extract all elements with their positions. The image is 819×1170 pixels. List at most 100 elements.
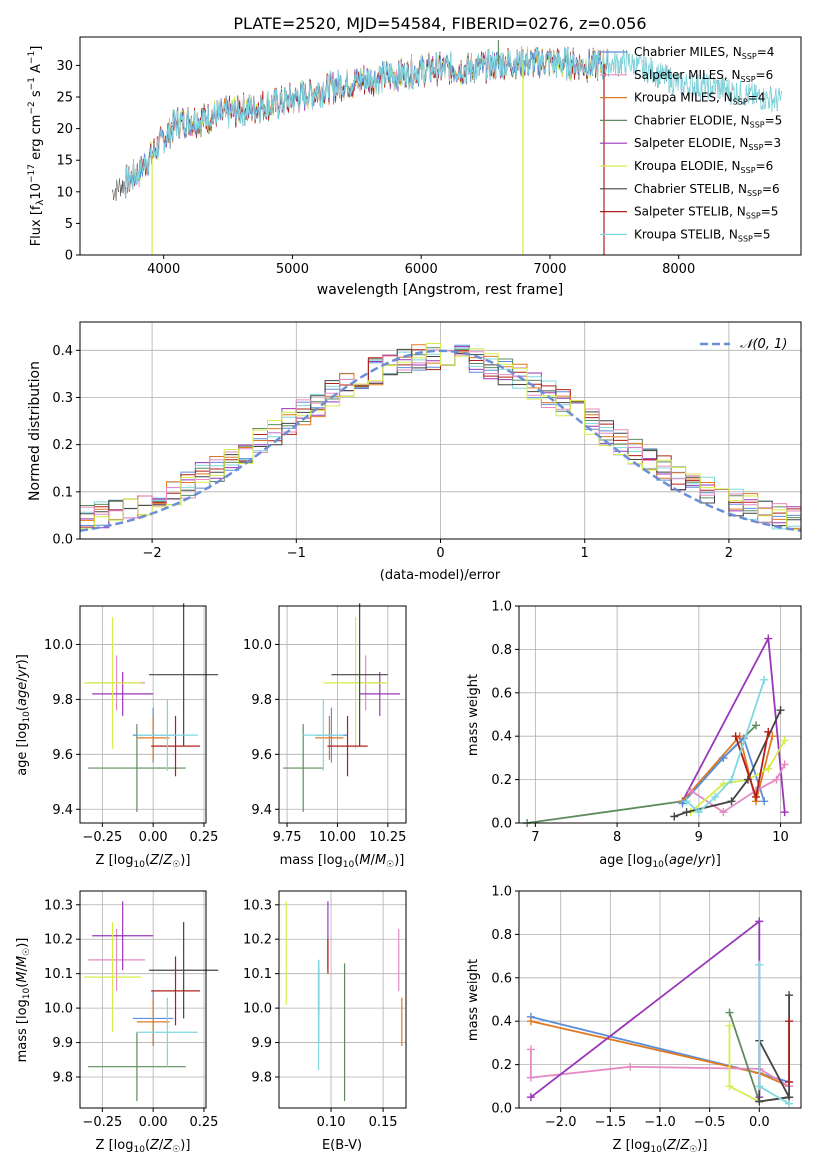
mass-vs-z-frame [79, 890, 207, 1109]
y-tick-label: 9.8 [52, 693, 73, 708]
legend-count: =5 [753, 227, 771, 241]
y-tick-label: 0.4 [52, 344, 73, 359]
chabrier_elodie-weight-line [527, 724, 757, 824]
salpeter_miles-weight-marker [526, 1073, 535, 1082]
legend-subscript: SSP [748, 143, 763, 152]
x-tick-label: −0.5 [694, 1115, 726, 1130]
y-tick-label: 10.1 [243, 967, 272, 982]
kroupa_stelib-weight-marker [694, 808, 703, 817]
salpeter_elodie-weight-marker [780, 808, 789, 817]
chabrier_miles-legend-label: Chabrier MILES, NSSP=4 [634, 45, 774, 61]
x-tick-label: 4000 [147, 262, 180, 277]
salpeter_stelib-weight-marker [764, 727, 773, 736]
y-tick-label: 10.0 [44, 638, 73, 653]
legend-count: =6 [756, 159, 774, 173]
kroupa_stelib-weight-marker [727, 775, 736, 784]
residuals-axes: −2 −1 0 1 2 0.0 0.1 0.2 0.3 0.4 [52, 344, 733, 561]
y-tick-label: 0.6 [491, 971, 512, 986]
salpeter_miles-weight-marker [626, 1062, 635, 1071]
age-vs-mass-xlabel: mass [log10(M/M☉)] [280, 853, 405, 870]
chabrier_stelib-weight-marker [776, 706, 785, 715]
y-tick-label: 0.2 [491, 1058, 512, 1073]
mass-vs-z-marks [84, 901, 219, 1102]
x-tick-label: 0.25 [189, 830, 218, 845]
age-vs-mass-frame [278, 605, 407, 824]
kroupa_elodie-weight-marker [719, 779, 728, 788]
legend-subscript: SSP [738, 234, 753, 243]
kroupa_stelib-weight-marker [755, 960, 764, 969]
age-vs-z-marks [84, 603, 219, 813]
mass-vs-z-panel: −0.25 0.00 0.25 9.8 9.9 10.0 10.1 10.2 10.3 Z [l… [15, 890, 219, 1155]
x-tick-label: −0.25 [82, 1115, 122, 1130]
age-vs-z-axes: −0.25 0.00 0.25 9.4 9.6 9.8 10.0 [44, 638, 218, 845]
age-vs-z-frame [79, 605, 207, 824]
mass-weight-vs-z-marks [526, 917, 794, 1108]
chabrier_miles-weight-marker [760, 797, 769, 806]
x-tick-label: 0.0 [749, 1115, 770, 1130]
kroupa_stelib-weight-marker [755, 1082, 764, 1091]
x-tick-label: 10 [772, 830, 789, 845]
y-tick-label: 9.9 [251, 1036, 272, 1051]
mass-weight-vs-age-xlabel: age [log10(age/yr)] [599, 853, 721, 870]
spectrum-legend: Chabrier MILES, NSSP=4 Salpeter MILES, NS… [600, 45, 782, 243]
mass-vs-ebv-marks [285, 901, 403, 1102]
legend-subscript: SSP [733, 98, 748, 107]
legend-subscript: SSP [741, 75, 756, 84]
x-tick-label: 7000 [533, 262, 566, 277]
mass-weight-vs-age-panel: 7 8 9 10 0.0 0.2 0.4 0.6 0.8 1.0 age [log10(age/y… [466, 600, 802, 870]
y-tick-label: 0.3 [52, 391, 73, 406]
age-vs-z-ylabel: age [log10(age/yr)] [15, 654, 32, 776]
salpeter_stelib-weight-marker [785, 1077, 794, 1086]
legend-subscript: SSP [742, 52, 757, 61]
x-tick-label: 0.25 [189, 1115, 218, 1130]
x-tick-label: 2 [725, 546, 733, 561]
chabrier_stelib-weight-marker [670, 812, 679, 821]
y-tick-label: 0.8 [491, 928, 512, 943]
kroupa_stelib-weight-marker [785, 1099, 794, 1108]
chabrier_elodie-legend-label: Chabrier ELODIE, NSSP=5 [634, 113, 782, 129]
residuals-panel: −2 −1 0 1 2 0.0 0.1 0.2 0.3 0.4 𝒩(0, 1) (data-mod… [27, 321, 802, 583]
spectrum-xlabel: wavelength [Angstrom, rest frame] [317, 282, 563, 298]
kroupa_elodie-weight-marker [725, 1082, 734, 1091]
chabrier_elodie-weight-marker [752, 721, 761, 730]
mass-weight-vs-z-ylabel: mass weight [466, 959, 481, 1041]
salpeter_elodie-weight-marker [526, 1093, 535, 1102]
kroupa-stelib-red-spectrum-line [601, 49, 783, 113]
x-tick-label: 9.75 [273, 830, 302, 845]
chabrier_stelib-weight-marker [755, 1097, 764, 1106]
y-tick-label: 10.2 [243, 933, 272, 948]
salpeter_miles-weight-marker [686, 786, 695, 795]
x-tick-label: −1.0 [644, 1115, 676, 1130]
mass-vs-z-axes: −0.25 0.00 0.25 9.8 9.9 10.0 10.1 10.2 10.3 [44, 898, 218, 1130]
y-tick-label: 9.4 [52, 803, 73, 818]
residuals-marks [79, 343, 802, 532]
y-tick-label: 0.8 [491, 643, 512, 658]
kroupa_stelib-legend-label: Kroupa STELIB, NSSP=5 [634, 227, 771, 243]
age-vs-z-panel: −0.25 0.00 0.25 9.4 9.6 9.8 10.0 Z [log10(Z/Z☉… [15, 603, 218, 870]
y-tick-label: 10 [56, 185, 73, 200]
normal-legend-label: 𝒩(0, 1) [740, 337, 787, 352]
legend-count: =4 [757, 45, 775, 59]
kroupa_stelib-residual-histogram [80, 343, 801, 531]
kroupa_elodie-weight-marker [780, 736, 789, 745]
x-tick-label: −2.0 [545, 1115, 577, 1130]
mass-weight-vs-age-axes: 7 8 9 10 0.0 0.2 0.4 0.6 0.8 1.0 [491, 600, 789, 846]
chabrier_miles-weight-line [681, 736, 766, 805]
y-tick-label: 0.0 [52, 533, 73, 548]
chabrier_stelib-legend-label: Chabrier STELIB, NSSP=6 [634, 182, 780, 198]
chabrier_miles-weight-marker [719, 753, 728, 762]
chabrier_stelib-weight-marker [785, 991, 794, 1000]
kroupa_miles-weight-marker [768, 732, 777, 741]
kroupa_elodie-weight-marker [764, 764, 773, 773]
kroupa_miles-weight-line [681, 734, 774, 802]
kroupa_stelib-spectrum-line [124, 45, 609, 197]
legend-subscript: SSP [741, 166, 756, 175]
spectrum-marks [111, 40, 783, 255]
x-tick-label: 9 [695, 830, 703, 845]
y-tick-label: 9.4 [251, 803, 272, 818]
y-tick-label: 10.2 [44, 933, 73, 948]
y-tick-label: 0 [65, 249, 73, 264]
legend-subscript: SSP [747, 189, 762, 198]
x-tick-label: 1 [581, 546, 589, 561]
mass-weight-vs-age-ylabel: mass weight [466, 674, 481, 756]
